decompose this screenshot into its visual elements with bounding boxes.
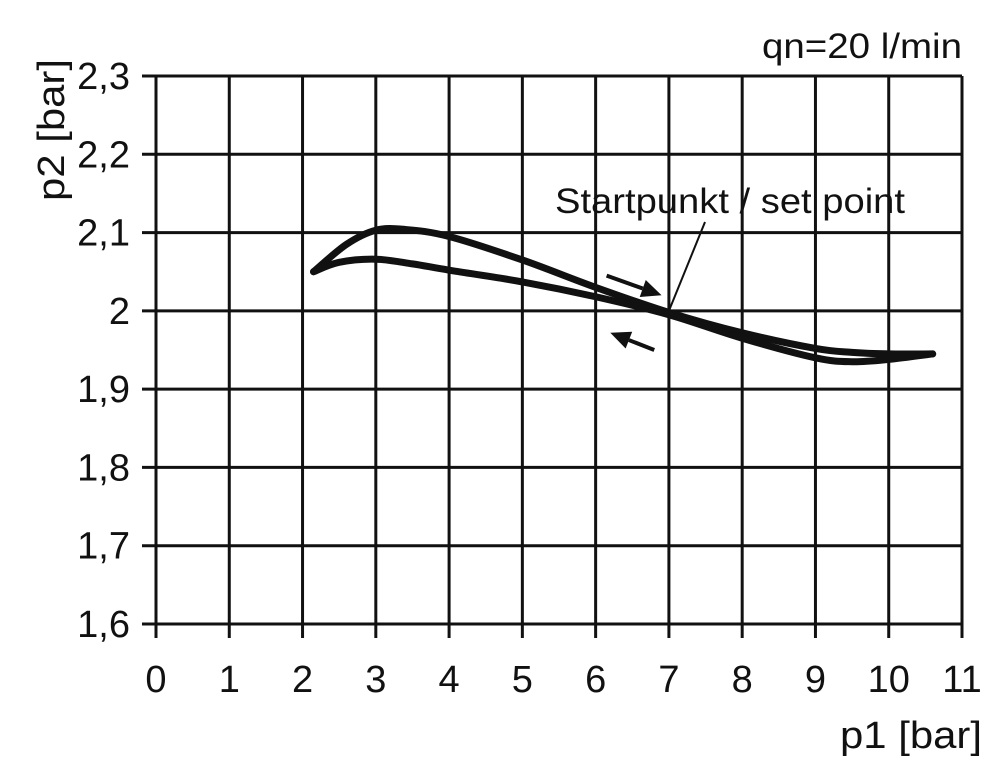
y-tick-label: 2 [109,291,130,333]
x-tick-label: 5 [512,659,533,701]
y-tick-label: 2,1 [77,213,130,255]
x-tick-label: 1 [219,659,240,701]
grid [142,74,964,638]
x-tick-label: 11 [942,659,981,701]
y-axis-label: p2 [bar] [31,59,73,201]
y-tick-label: 1,7 [77,526,130,568]
y-tick-label: 2,3 [77,56,130,98]
x-tick-label: 10 [868,659,910,701]
arrow-head-1 [639,280,662,297]
y-tick-label: 1,9 [77,369,130,411]
series-line-2 [310,255,937,366]
arrow-shaft-1 [605,273,644,291]
x-tick-label: 6 [585,659,606,701]
x-tick-label: 4 [439,659,460,701]
arrow-head-2 [610,331,633,349]
series-line-1 [310,225,937,358]
annotation-label: Startpunkt / set point [555,182,905,221]
x-tick-label: 2 [292,659,313,701]
arrow-shaft-2 [628,338,655,352]
chart-title: qn=20 l/min [762,27,962,66]
x-tick-label: 9 [805,659,826,701]
series-group [310,225,937,366]
x-tick-label: 8 [732,659,753,701]
x-axis-label: p1 [bar] [840,715,982,757]
x-tick-label: 3 [365,659,386,701]
y-tick-label: 1,8 [77,447,130,489]
x-tick-label: 0 [145,659,166,701]
tick-labels: 0 1 2 3 4 5 6 7 8 9 10 11 1,6 1,7 1,8 1,9 2 2,1 2,2 2,3 [77,56,982,701]
y-tick-label: 1,6 [77,604,130,646]
arrows [605,273,662,352]
x-tick-label: 7 [658,659,679,701]
annotation-leader-line [667,221,706,312]
y-tick-label: 2,2 [77,134,130,176]
